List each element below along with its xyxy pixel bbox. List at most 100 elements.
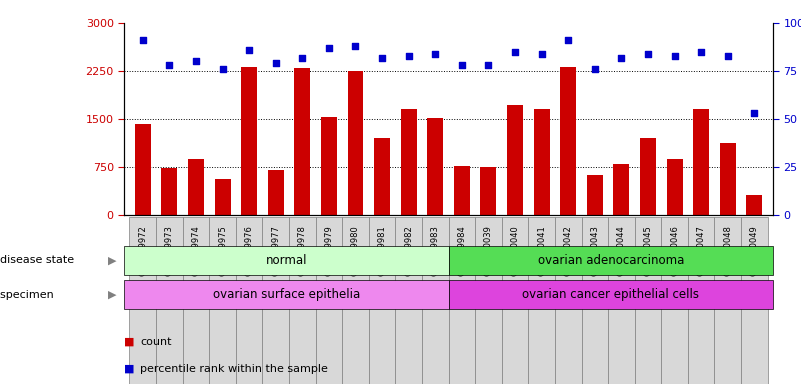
- Point: [509, 49, 521, 55]
- Text: ovarian surface epithelia: ovarian surface epithelia: [213, 288, 360, 301]
- Point: [562, 37, 574, 43]
- Text: GSM360047: GSM360047: [697, 225, 706, 276]
- Point: [323, 45, 336, 51]
- Text: ovarian cancer epithelial cells: ovarian cancer epithelial cells: [522, 288, 699, 301]
- Text: GSM360041: GSM360041: [537, 225, 546, 276]
- Point: [722, 53, 735, 59]
- Text: GSM360042: GSM360042: [564, 225, 573, 276]
- Bar: [294, 68, 310, 215]
- Text: GSM360040: GSM360040: [510, 225, 520, 276]
- Bar: [747, 195, 763, 215]
- Bar: [507, 105, 523, 215]
- Point: [456, 62, 469, 68]
- Bar: [342, 217, 368, 384]
- Bar: [688, 217, 714, 384]
- Bar: [640, 138, 656, 215]
- Bar: [422, 217, 449, 384]
- Bar: [481, 167, 497, 215]
- Bar: [124, 246, 449, 275]
- Point: [163, 62, 175, 68]
- Text: specimen: specimen: [0, 290, 57, 300]
- Bar: [582, 217, 608, 384]
- Bar: [666, 159, 682, 215]
- Text: GSM360046: GSM360046: [670, 225, 679, 276]
- Point: [642, 51, 654, 57]
- Bar: [396, 217, 422, 384]
- Bar: [235, 217, 263, 384]
- Point: [429, 51, 441, 57]
- Text: GSM359981: GSM359981: [377, 225, 387, 276]
- Bar: [449, 280, 773, 309]
- Point: [615, 55, 628, 61]
- Bar: [289, 217, 316, 384]
- Text: GSM359978: GSM359978: [298, 225, 307, 276]
- Text: GSM360044: GSM360044: [617, 225, 626, 276]
- Point: [376, 55, 388, 61]
- Bar: [348, 71, 364, 215]
- Point: [589, 66, 602, 72]
- Text: ovarian adenocarcinoma: ovarian adenocarcinoma: [537, 254, 684, 266]
- Bar: [714, 217, 741, 384]
- Bar: [188, 159, 204, 215]
- Bar: [454, 166, 470, 215]
- Bar: [374, 137, 390, 215]
- Point: [535, 51, 548, 57]
- Point: [243, 47, 256, 53]
- Text: GSM359973: GSM359973: [165, 225, 174, 276]
- Text: GSM360045: GSM360045: [643, 225, 653, 276]
- Text: ▶: ▶: [107, 290, 116, 300]
- Text: GSM359975: GSM359975: [218, 225, 227, 276]
- Point: [402, 53, 415, 59]
- Text: GSM359982: GSM359982: [405, 225, 413, 276]
- Point: [748, 110, 761, 116]
- Bar: [662, 217, 688, 384]
- Point: [269, 60, 282, 66]
- Text: GSM360039: GSM360039: [484, 225, 493, 276]
- Bar: [693, 109, 709, 215]
- Bar: [321, 117, 337, 215]
- Point: [136, 37, 149, 43]
- Text: GSM360043: GSM360043: [590, 225, 599, 276]
- Text: count: count: [140, 337, 171, 347]
- Bar: [587, 175, 603, 215]
- Text: ▶: ▶: [107, 255, 116, 265]
- Bar: [720, 143, 736, 215]
- Text: GSM359980: GSM359980: [351, 225, 360, 276]
- Point: [349, 43, 362, 49]
- Bar: [316, 217, 342, 384]
- Bar: [555, 217, 582, 384]
- Text: ■: ■: [124, 364, 135, 374]
- Bar: [400, 109, 417, 215]
- Bar: [241, 66, 257, 215]
- Bar: [263, 217, 289, 384]
- Bar: [634, 217, 662, 384]
- Bar: [130, 217, 156, 384]
- Text: GSM359976: GSM359976: [244, 225, 254, 276]
- Point: [668, 53, 681, 59]
- Bar: [449, 217, 475, 384]
- Text: GSM359983: GSM359983: [431, 225, 440, 276]
- Bar: [161, 168, 177, 215]
- Bar: [124, 280, 449, 309]
- Bar: [529, 217, 555, 384]
- Point: [296, 55, 308, 61]
- Bar: [268, 170, 284, 215]
- Bar: [560, 66, 576, 215]
- Bar: [156, 217, 183, 384]
- Text: normal: normal: [266, 254, 307, 266]
- Bar: [449, 246, 773, 275]
- Point: [190, 58, 203, 65]
- Bar: [475, 217, 501, 384]
- Bar: [501, 217, 529, 384]
- Text: GSM359984: GSM359984: [457, 225, 466, 276]
- Bar: [183, 217, 209, 384]
- Point: [482, 62, 495, 68]
- Text: GSM360049: GSM360049: [750, 225, 759, 276]
- Bar: [368, 217, 396, 384]
- Bar: [209, 217, 235, 384]
- Bar: [215, 179, 231, 215]
- Bar: [135, 124, 151, 215]
- Point: [694, 49, 707, 55]
- Text: disease state: disease state: [0, 255, 78, 265]
- Bar: [741, 217, 767, 384]
